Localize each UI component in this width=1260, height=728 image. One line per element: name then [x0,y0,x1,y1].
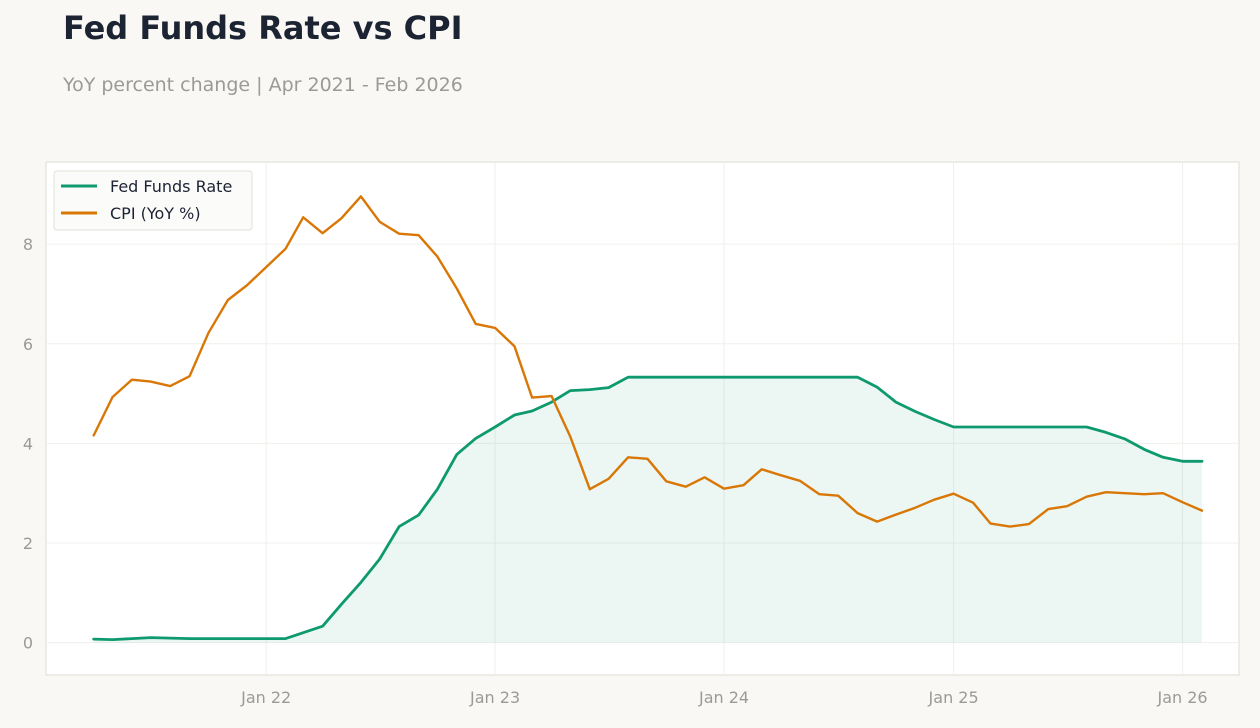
x-tick-label: Jan 23 [469,688,520,707]
legend-label-fed-funds: Fed Funds Rate [110,177,232,196]
y-tick-label: 4 [23,434,33,453]
legend-label-cpi: CPI (YoY %) [110,204,201,223]
series-line-fed-funds [92,375,1204,641]
chart-title: Fed Funds Rate vs CPI [63,9,463,47]
y-tick-label: 8 [23,235,33,254]
y-tick-label: 6 [23,335,33,354]
x-tick-label: Jan 26 [1156,688,1207,707]
x-tick-label: Jan 25 [928,688,979,707]
y-tick-label: 0 [23,634,33,653]
area-layer [93,377,1203,643]
legend: Fed Funds Rate CPI (YoY %) [53,170,253,231]
chart-subtitle: YoY percent change | Apr 2021 - Feb 2026 [63,74,463,96]
plot-area [45,161,1240,676]
series-area-fed-funds [93,377,1203,643]
line-layer [92,195,1204,641]
x-tick-label: Jan 24 [698,688,749,707]
y-tick-label: 2 [23,534,33,553]
grid [46,162,1239,675]
x-tick-label: Jan 22 [240,688,291,707]
legend-box [53,170,253,231]
tick-labels: 0 2 4 6 8 Jan 22 Jan 23 Jan 24 Jan 25 Jan 26 [23,235,1208,707]
series-line-cpi [92,195,1204,528]
